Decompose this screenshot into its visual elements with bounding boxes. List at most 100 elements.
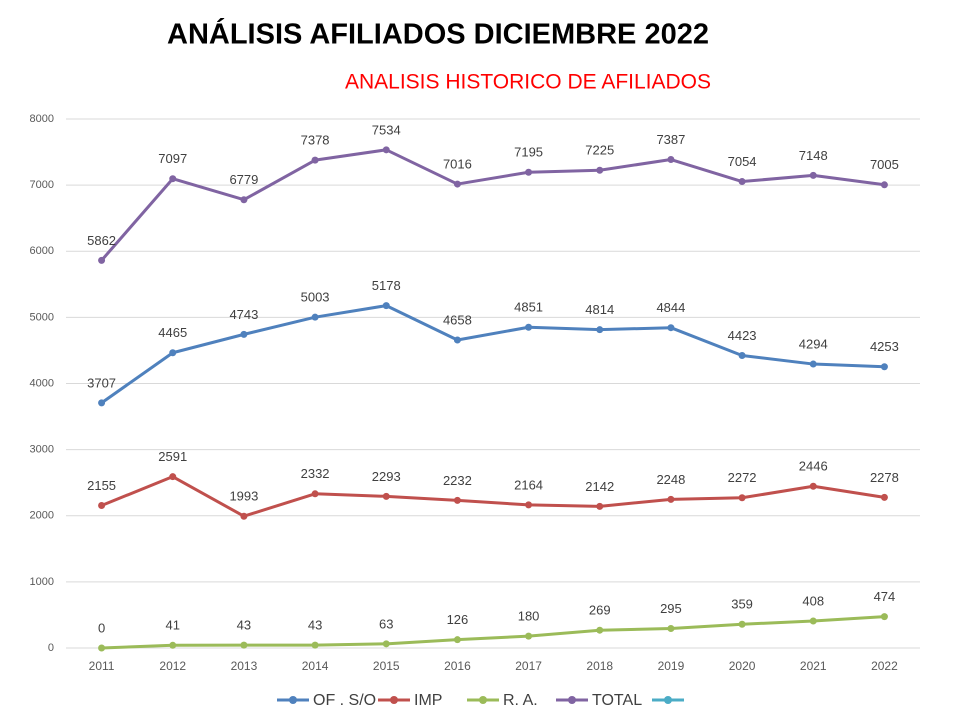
data-label: 43 <box>237 618 251 633</box>
point <box>525 323 533 331</box>
data-label: 7378 <box>301 133 330 148</box>
data-label: 63 <box>379 616 393 631</box>
x-tick-label: 2015 <box>373 659 400 673</box>
data-label: 4423 <box>728 328 757 343</box>
x-tick-label: 2011 <box>89 659 115 673</box>
data-label: 7016 <box>443 157 472 172</box>
legend-label: TOTAL <box>592 692 642 709</box>
point <box>596 626 604 634</box>
point <box>596 326 604 334</box>
point <box>169 349 177 357</box>
legend-marker <box>664 696 672 704</box>
data-label: 4465 <box>158 325 187 340</box>
data-label: 5862 <box>87 233 116 248</box>
data-label: 7054 <box>728 154 757 169</box>
point <box>311 641 319 649</box>
chart-subtitle: ANALISIS HISTORICO DE AFILIADOS <box>345 71 711 94</box>
data-label: 7387 <box>656 132 685 147</box>
x-tick-label: 2019 <box>658 659 685 673</box>
point <box>525 501 533 509</box>
point <box>596 166 604 174</box>
data-label: 4844 <box>656 300 685 315</box>
point <box>240 512 248 520</box>
y-tick-label: 3000 <box>30 444 54 456</box>
x-tick-label: 2017 <box>515 659 542 673</box>
data-label: 7534 <box>372 122 401 137</box>
x-tick-label: 2012 <box>159 659 186 673</box>
x-tick-label: 2014 <box>302 659 329 673</box>
y-tick-label: 6000 <box>30 245 54 257</box>
data-label: 4253 <box>870 339 899 354</box>
data-label: 6779 <box>229 172 258 187</box>
y-tick-label: 0 <box>48 642 54 654</box>
point <box>169 641 177 649</box>
data-label: 4851 <box>514 300 543 315</box>
point <box>311 156 319 164</box>
series-line <box>100 304 885 405</box>
y-tick-label: 4000 <box>30 377 54 389</box>
legend-marker <box>568 696 576 704</box>
x-tick-label: 2021 <box>800 659 827 673</box>
x-tick-label: 2013 <box>231 659 258 673</box>
data-label: 3707 <box>87 375 116 390</box>
point <box>738 620 746 628</box>
y-tick-label: 1000 <box>30 576 54 588</box>
data-label: 43 <box>308 618 322 633</box>
point <box>667 624 675 632</box>
data-label: 7148 <box>799 148 828 163</box>
x-tick-label: 2020 <box>729 659 756 673</box>
y-tick-label: 5000 <box>30 311 54 323</box>
chart-title: ANÁLISIS AFILIADOS DICIEMBRE 2022 <box>167 17 709 51</box>
point <box>453 336 461 344</box>
legend-marker <box>289 696 297 704</box>
data-label: 0 <box>98 620 105 635</box>
point <box>809 360 817 368</box>
point <box>382 640 390 648</box>
data-label: 5003 <box>301 290 330 305</box>
data-label: 295 <box>660 601 682 616</box>
data-label: 7005 <box>870 157 899 172</box>
point <box>738 178 746 186</box>
data-label: 1993 <box>229 489 258 504</box>
legend-label: R. A. <box>503 692 538 709</box>
data-label: 408 <box>802 593 824 608</box>
data-label: 2332 <box>301 466 330 481</box>
y-tick-label: 2000 <box>30 510 54 522</box>
point <box>169 473 177 481</box>
data-label: 269 <box>589 603 611 618</box>
point <box>880 181 888 189</box>
point <box>880 363 888 371</box>
point <box>382 146 390 154</box>
point <box>98 502 106 510</box>
data-label: 7195 <box>514 145 543 160</box>
point <box>880 613 888 621</box>
legend-extra <box>652 696 684 704</box>
point <box>169 175 177 183</box>
data-label: 180 <box>518 609 540 624</box>
point <box>453 180 461 188</box>
point <box>667 324 675 332</box>
data-label: 2248 <box>656 472 685 487</box>
point <box>809 171 817 179</box>
data-label: 2164 <box>514 477 543 492</box>
point <box>809 617 817 625</box>
data-label: 7097 <box>158 151 187 166</box>
data-label: 2155 <box>87 478 116 493</box>
x-tick-label: 2022 <box>871 659 898 673</box>
point <box>98 399 106 407</box>
point <box>98 256 106 264</box>
data-label: 2293 <box>372 469 401 484</box>
data-label: 359 <box>731 597 753 612</box>
series-line <box>101 475 885 518</box>
point <box>453 636 461 644</box>
legend-marker <box>390 696 398 704</box>
y-tick-label: 7000 <box>30 179 54 191</box>
legend-marker <box>479 696 487 704</box>
point <box>525 168 533 176</box>
point <box>525 632 533 640</box>
point <box>311 313 319 321</box>
point <box>738 352 746 360</box>
data-label: 2446 <box>799 459 828 474</box>
point <box>98 644 106 652</box>
